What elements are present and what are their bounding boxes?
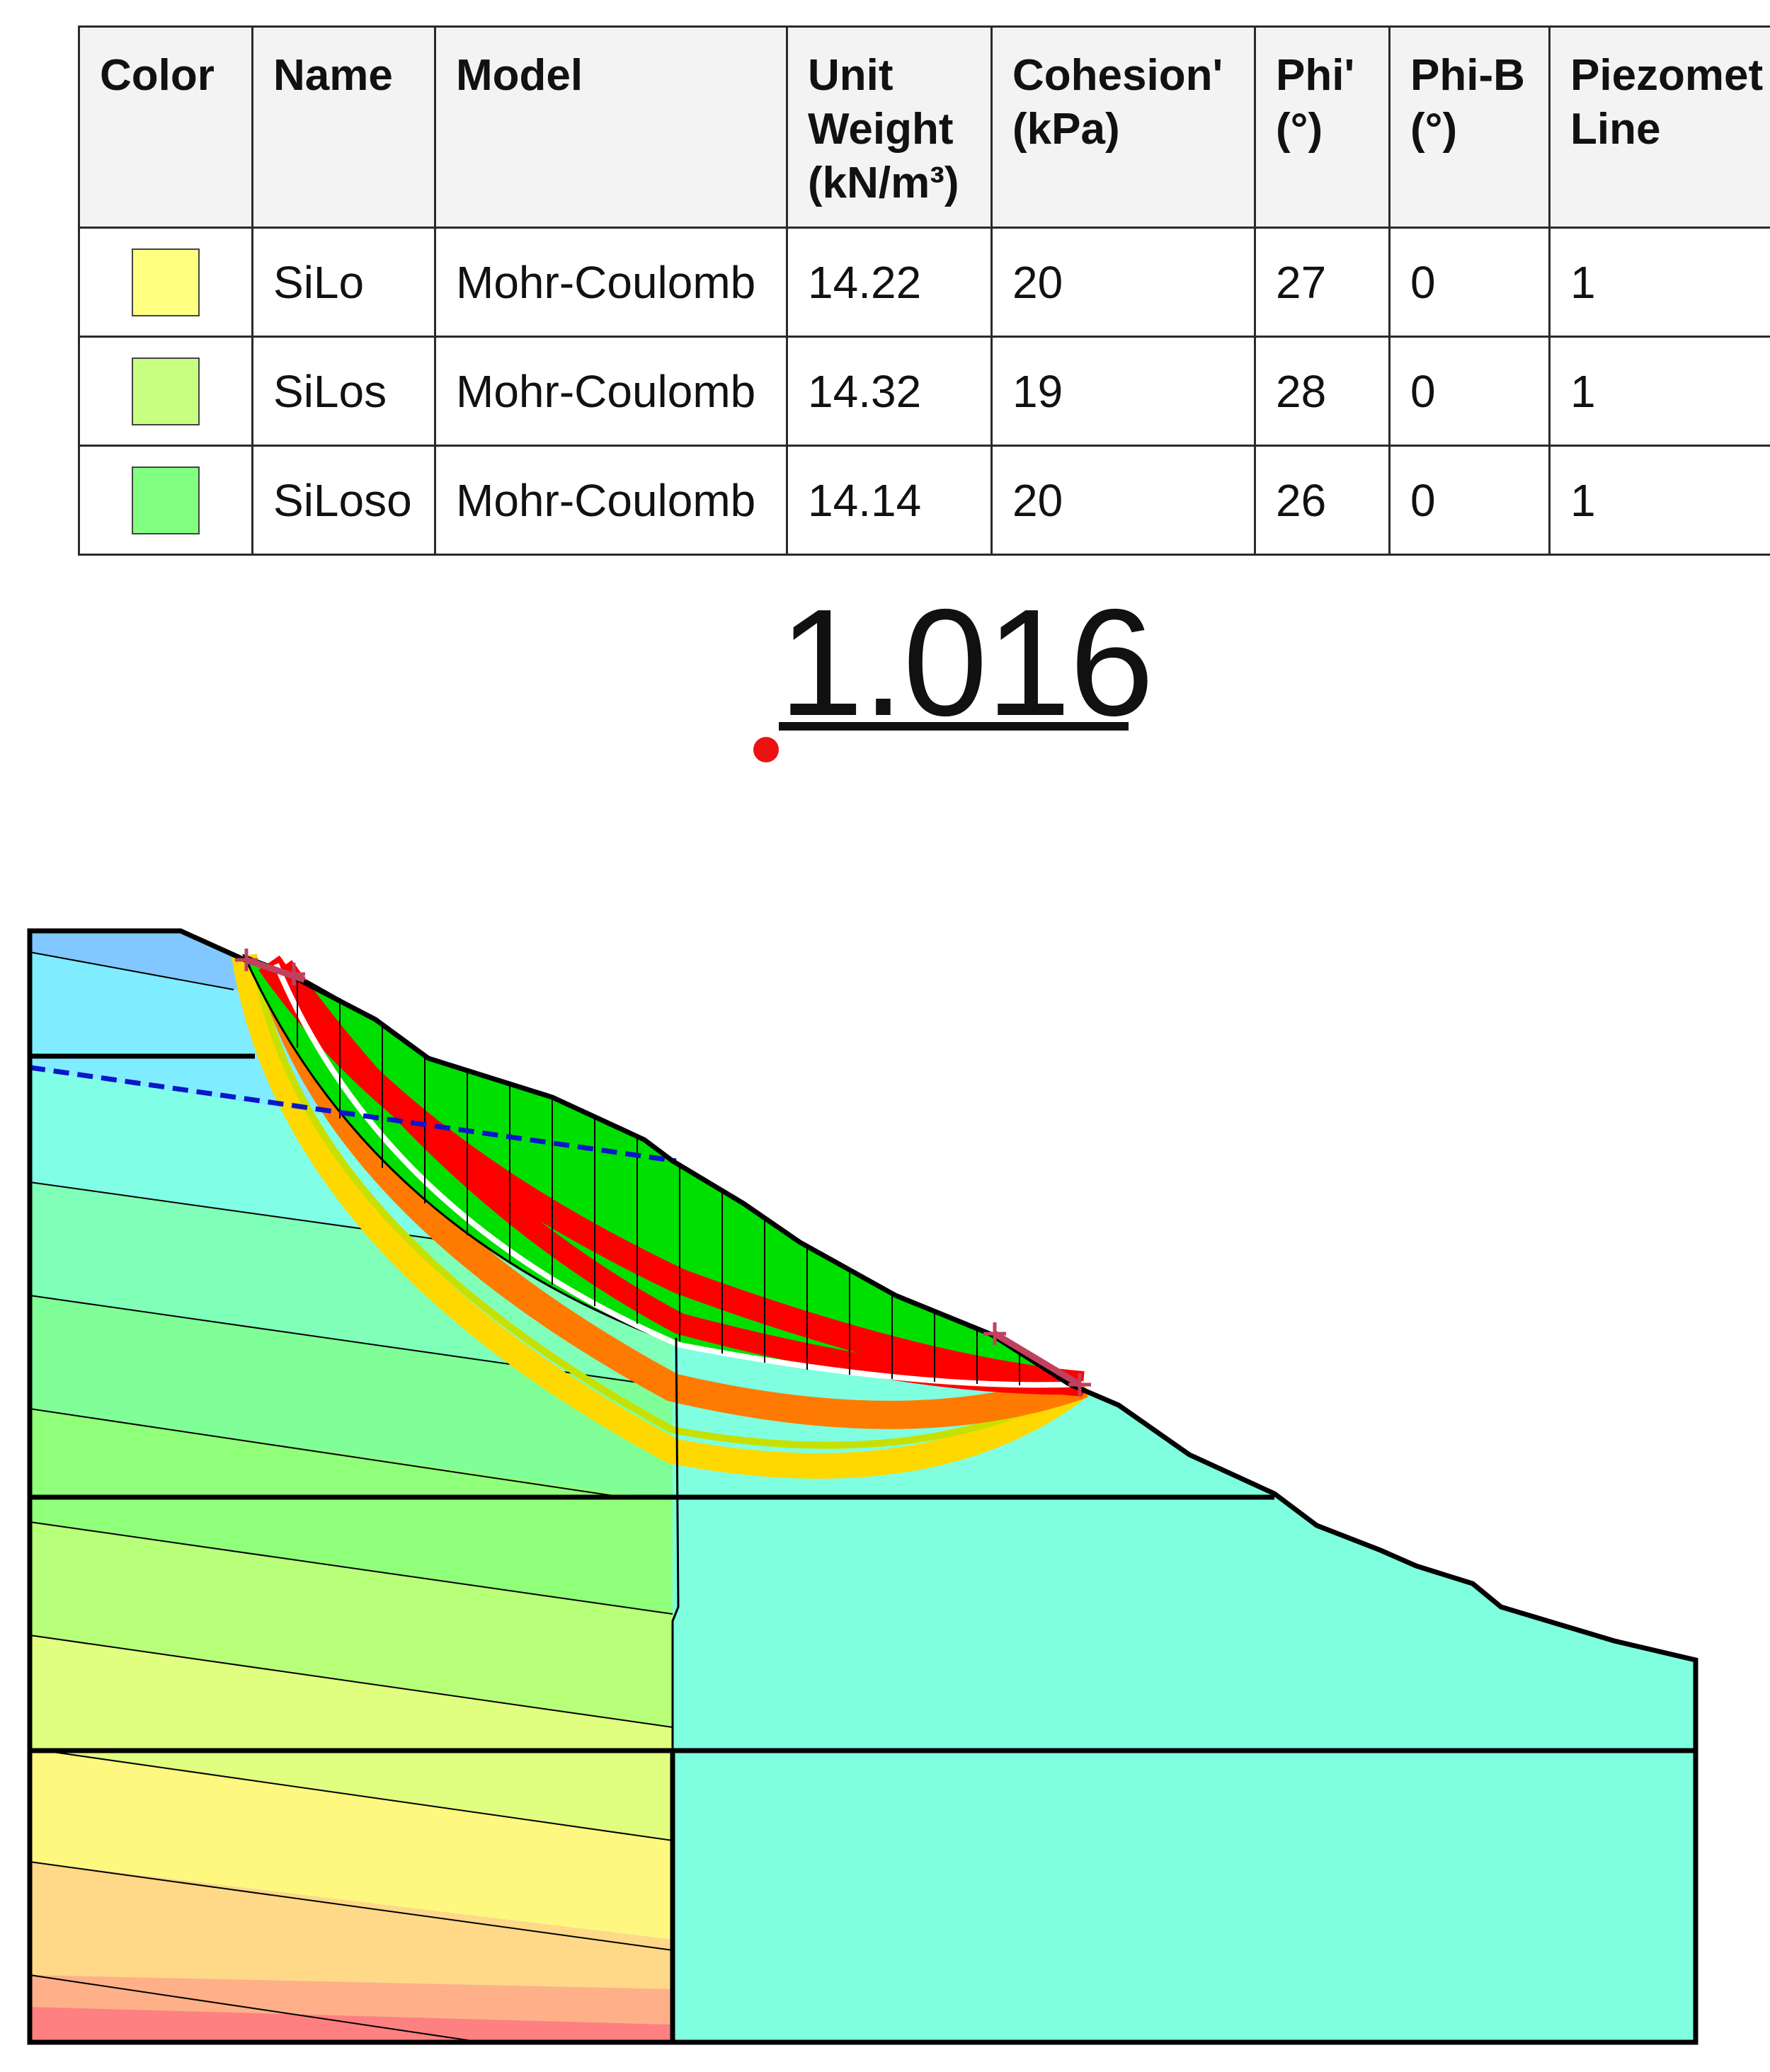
contour-band <box>30 1748 673 1940</box>
factor-of-safety-label: 1.016 <box>779 577 1154 748</box>
phi-cell: 27 <box>1254 227 1391 338</box>
exit-range <box>993 1331 1082 1387</box>
color-cell <box>78 445 253 556</box>
header-piezometric-line: Piezomet Line <box>1548 25 1770 229</box>
contour-band <box>30 2007 673 2042</box>
contour-line <box>29 1635 673 1728</box>
contour-band <box>30 1295 673 1501</box>
factor-of-safety-underline <box>779 722 1129 731</box>
phi-b-cell: 0 <box>1388 336 1551 447</box>
contour-band <box>30 1975 673 2025</box>
contour-line <box>29 1408 624 1498</box>
name-cell: SiLoso <box>251 445 436 556</box>
contour-line <box>29 1181 510 1250</box>
contour-line <box>29 1295 673 1388</box>
unit-weight-cell: 14.14 <box>786 445 993 556</box>
unit-weight-cell: 14.22 <box>786 227 993 338</box>
table-header-row: Color Name Model Unit Weight (kN/m³) Coh… <box>78 25 1770 229</box>
header-model: Model <box>434 25 788 229</box>
contour-line <box>29 1974 482 2043</box>
name-cell: SiLo <box>251 227 436 338</box>
header-phi: Phi' (°) <box>1254 25 1391 229</box>
phi-cell: 26 <box>1254 445 1391 556</box>
color-cell <box>78 336 253 447</box>
header-unit-weight: Unit Weight (kN/m³) <box>786 25 993 229</box>
model-cell: Mohr-Coulomb <box>434 227 788 338</box>
model-cell: Mohr-Coulomb <box>434 336 788 447</box>
material-boundary-thin <box>671 1337 680 1751</box>
table-row: SiLoso Mohr-Coulomb 14.14 20 26 0 1 <box>78 445 1770 556</box>
materials-table: Color Name Model Unit Weight (kN/m³) Coh… <box>78 25 1770 556</box>
contour-line <box>52 1751 673 1841</box>
piezometric-line-cell: 1 <box>1548 336 1770 447</box>
entry-exit-markers <box>235 949 1091 1396</box>
contour-line <box>29 1861 673 1951</box>
phi-b-cell: 0 <box>1388 445 1551 556</box>
contour-lines <box>29 951 673 2043</box>
header-cohesion: Cohesion' (kPa) <box>990 25 1256 229</box>
material-swatch <box>132 466 200 534</box>
model-cell: Mohr-Coulomb <box>434 445 788 556</box>
critical-slip-center-point <box>753 737 779 762</box>
name-cell: SiLos <box>251 336 436 447</box>
material-swatch <box>132 357 200 425</box>
table-row: SiLos Mohr-Coulomb 14.32 19 28 0 1 <box>78 336 1770 447</box>
contour-band <box>30 1862 673 1989</box>
header-phi-b: Phi-B (°) <box>1388 25 1551 229</box>
contour-line <box>29 1521 673 1615</box>
cohesion-cell: 20 <box>990 227 1256 338</box>
phi-b-cell: 0 <box>1388 227 1551 338</box>
critical-band-red-lower <box>274 960 1084 1395</box>
critical-slip-surface <box>273 963 1084 1388</box>
slice-boundaries <box>297 975 1020 1385</box>
header-color: Color <box>78 25 253 229</box>
cohesion-cell: 19 <box>990 336 1256 447</box>
header-name: Name <box>251 25 436 229</box>
contour-band <box>30 1522 673 1727</box>
piezometric-line-cell: 1 <box>1548 227 1770 338</box>
phi-cell: 28 <box>1254 336 1391 447</box>
table-row: SiLo Mohr-Coulomb 14.22 20 27 0 1 <box>78 227 1770 338</box>
piezometric-line <box>29 1065 677 1164</box>
unit-weight-cell: 14.32 <box>786 336 993 447</box>
trial-band-greenish <box>251 958 1085 1449</box>
color-cell <box>78 227 253 338</box>
trial-band-yellow <box>232 954 1092 1479</box>
contour-band <box>30 1635 673 1841</box>
contour-band <box>30 1409 673 1614</box>
entry-range <box>245 956 306 983</box>
cohesion-cell: 20 <box>990 445 1256 556</box>
piezometric-line-cell: 1 <box>1548 445 1770 556</box>
material-swatch <box>132 248 200 316</box>
contour-line <box>29 951 234 990</box>
